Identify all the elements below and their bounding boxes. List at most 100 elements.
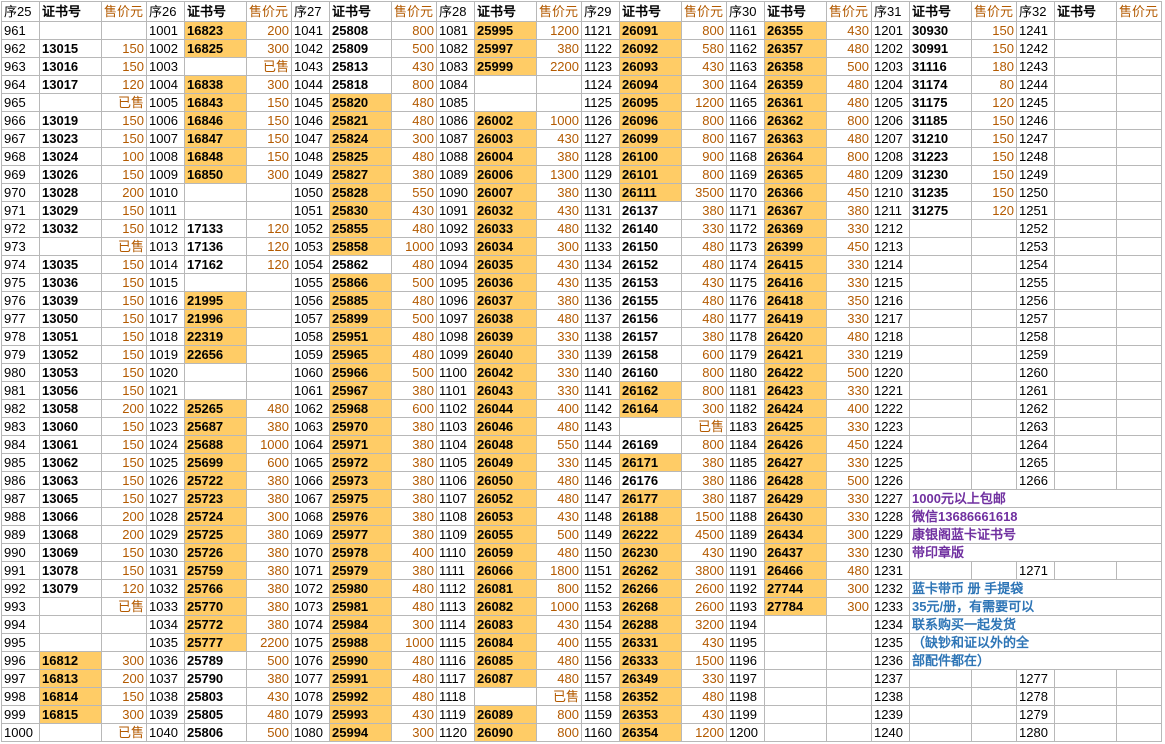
- seq-cell: 1156: [582, 652, 620, 670]
- price-cell: 800: [537, 706, 582, 724]
- price-cell: 480: [392, 346, 437, 364]
- price-cell: 800: [537, 580, 582, 598]
- price-cell: [247, 346, 292, 364]
- cert-cell: 26266: [620, 580, 682, 598]
- seq-cell: 1029: [147, 526, 185, 544]
- seq-cell: 1133: [582, 238, 620, 256]
- price-cell: 480: [827, 94, 872, 112]
- price-cell: 380: [537, 292, 582, 310]
- cert-cell: [765, 670, 827, 688]
- cert-cell: 26034: [475, 238, 537, 256]
- price-cell: [972, 454, 1017, 472]
- price-cell: 500: [392, 364, 437, 382]
- header-cert: 证书号: [1055, 2, 1117, 22]
- cert-cell: [1055, 724, 1117, 742]
- price-cell: 380: [392, 490, 437, 508]
- price-cell: 150: [102, 130, 147, 148]
- price-cell: 1000: [537, 112, 582, 130]
- cert-cell: 26087: [475, 670, 537, 688]
- seq-cell: 1259: [1017, 346, 1055, 364]
- cert-cell: [1055, 706, 1117, 724]
- seq-cell: 1034: [147, 616, 185, 634]
- price-cell: 330: [827, 382, 872, 400]
- table-row: 995 1035 25777 2200 1075 25988 1000 1115 26084 40…: [2, 634, 1162, 652]
- seq-cell: 1217: [872, 310, 910, 328]
- seq-cell: 1131: [582, 202, 620, 220]
- cert-cell: 13035: [40, 256, 102, 274]
- cert-cell: 27784: [765, 598, 827, 616]
- cert-cell: 22656: [185, 346, 247, 364]
- price-cell: [827, 634, 872, 652]
- seq-cell: 1231: [872, 562, 910, 580]
- cert-cell: 13017: [40, 76, 102, 94]
- cert-cell: 26171: [620, 454, 682, 472]
- price-cell: 480: [392, 598, 437, 616]
- price-cell: 800: [682, 22, 727, 40]
- cert-cell: 26091: [620, 22, 682, 40]
- seq-cell: 1137: [582, 310, 620, 328]
- seq-cell: 1130: [582, 184, 620, 202]
- seq-cell: 1053: [292, 238, 330, 256]
- seq-cell: 1209: [872, 166, 910, 184]
- cert-cell: 26050: [475, 472, 537, 490]
- price-cell: 330: [682, 220, 727, 238]
- seq-cell: 1002: [147, 40, 185, 58]
- price-cell: 430: [537, 202, 582, 220]
- sold-badge: 已售: [102, 238, 147, 256]
- cert-cell: [910, 724, 972, 742]
- seq-cell: 980: [2, 364, 40, 382]
- cert-cell: 25979: [330, 562, 392, 580]
- cert-cell: 17162: [185, 256, 247, 274]
- cert-cell: [1055, 688, 1117, 706]
- cert-cell: [475, 688, 537, 706]
- price-cell: [247, 292, 292, 310]
- price-cell: [247, 184, 292, 202]
- price-cell: [1117, 562, 1162, 580]
- seq-cell: 1129: [582, 166, 620, 184]
- price-cell: 380: [682, 454, 727, 472]
- cert-cell: 25992: [330, 688, 392, 706]
- table-row: 965 已售 1005 16843 150 1045 25820 480 1085 1125 260…: [2, 94, 1162, 112]
- seq-cell: 1168: [727, 148, 765, 166]
- seq-cell: 1036: [147, 652, 185, 670]
- seq-cell: 1019: [147, 346, 185, 364]
- cert-cell: [765, 688, 827, 706]
- cert-cell: 25991: [330, 670, 392, 688]
- price-cell: 600: [682, 346, 727, 364]
- seq-cell: 1070: [292, 544, 330, 562]
- price-cell: [1117, 94, 1162, 112]
- seq-cell: 1066: [292, 472, 330, 490]
- cert-cell: [910, 328, 972, 346]
- cert-cell: 27744: [765, 580, 827, 598]
- header-price: 售价元: [1117, 2, 1162, 22]
- price-cell: 480: [392, 670, 437, 688]
- cert-cell: 26437: [765, 544, 827, 562]
- promo-note: 35元/册，有需要可以: [910, 598, 1162, 616]
- table-row: 963 13016 150 1003 已售 1043 25813 430 1083 25999 22…: [2, 58, 1162, 76]
- cert-cell: 31210: [910, 130, 972, 148]
- cert-cell: 16850: [185, 166, 247, 184]
- cert-cell: 26053: [475, 508, 537, 526]
- seq-cell: 1099: [437, 346, 475, 364]
- cert-cell: [910, 256, 972, 274]
- price-cell: 200: [102, 508, 147, 526]
- seq-cell: 1101: [437, 382, 475, 400]
- price-cell: 380: [392, 472, 437, 490]
- price-cell: 380: [247, 472, 292, 490]
- seq-cell: 1061: [292, 382, 330, 400]
- seq-cell: 1186: [727, 472, 765, 490]
- price-cell: 500: [827, 364, 872, 382]
- seq-cell: 1145: [582, 454, 620, 472]
- price-cell: [1117, 202, 1162, 220]
- table-row: 997 16813 200 1037 25790 380 1077 25991 480 1117 2…: [2, 670, 1162, 688]
- price-cell: [1117, 328, 1162, 346]
- cert-cell: 25806: [185, 724, 247, 742]
- header-cert: 证书号: [910, 2, 972, 22]
- table-row: 966 13019 150 1006 16846 150 1046 25821 480 1086 2…: [2, 112, 1162, 130]
- cert-cell: 26048: [475, 436, 537, 454]
- table-row: 986 13063 150 1026 25722 380 1066 25973 380 1106 2…: [2, 472, 1162, 490]
- seq-cell: 1100: [437, 364, 475, 382]
- price-cell: 200: [247, 22, 292, 40]
- price-cell: 800: [682, 382, 727, 400]
- seq-cell: 1028: [147, 508, 185, 526]
